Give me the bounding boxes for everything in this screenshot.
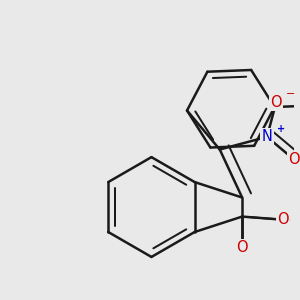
Text: −: − xyxy=(286,89,295,99)
Text: O: O xyxy=(270,95,282,110)
Text: O: O xyxy=(277,212,289,227)
Text: O: O xyxy=(289,152,300,167)
Text: O: O xyxy=(236,240,248,255)
Text: +: + xyxy=(277,124,285,134)
Text: N: N xyxy=(262,129,272,144)
